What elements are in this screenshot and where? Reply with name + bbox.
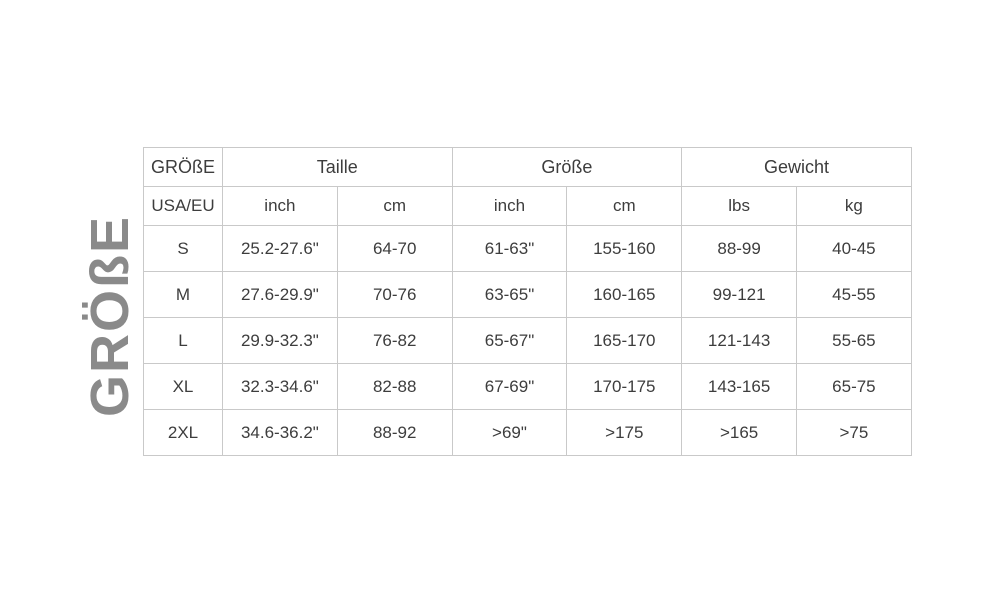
cell-height-inch: 65-67" [451,317,568,364]
table-row-xl: XL 32.3-34.6" 82-88 67-69" 170-175 143-1… [143,363,912,410]
cell-waist-cm: 64-70 [336,225,453,272]
unit-header-waist-inch: inch [222,186,338,226]
cell-waist-cm: 88-92 [336,409,453,456]
unit-header-usa-eu: USA/EU [143,186,223,226]
cell-height-cm: 170-175 [566,363,683,410]
cell-height-inch: 67-69" [451,363,568,410]
table-unit-header-row: USA/EU inch cm inch cm lbs kg [143,186,912,226]
cell-weight-lbs: 88-99 [681,225,797,272]
cell-height-inch: 61-63" [451,225,568,272]
cell-size: L [143,317,223,364]
group-header-weight: Gewicht [681,147,912,187]
unit-header-weight-lbs: lbs [681,186,797,226]
cell-weight-lbs: >165 [681,409,797,456]
cell-waist-cm: 76-82 [336,317,453,364]
unit-header-height-inch: inch [451,186,568,226]
unit-header-weight-kg: kg [796,186,912,226]
cell-height-cm: 165-170 [566,317,683,364]
cell-size: M [143,271,223,318]
group-header-size: GRÖßE [143,147,223,187]
group-header-waist: Taille [222,147,453,187]
table-row-2xl: 2XL 34.6-36.2" 88-92 >69" >175 >165 >75 [143,409,912,456]
cell-waist-inch: 25.2-27.6" [222,225,338,272]
cell-waist-cm: 70-76 [336,271,453,318]
table-row-m: M 27.6-29.9" 70-76 63-65" 160-165 99-121… [143,271,912,318]
cell-waist-cm: 82-88 [336,363,453,410]
table-row-s: S 25.2-27.6" 64-70 61-63" 155-160 88-99 … [143,225,912,272]
cell-waist-inch: 32.3-34.6" [222,363,338,410]
cell-weight-kg: 55-65 [796,317,912,364]
vertical-size-label: GRÖßE [80,214,140,418]
cell-weight-kg: >75 [796,409,912,456]
table-row-l: L 29.9-32.3" 76-82 65-67" 165-170 121-14… [143,317,912,364]
cell-weight-kg: 65-75 [796,363,912,410]
table-group-header-row: GRÖßE Taille Größe Gewicht [143,147,912,187]
cell-waist-inch: 29.9-32.3" [222,317,338,364]
cell-waist-inch: 34.6-36.2" [222,409,338,456]
cell-weight-lbs: 99-121 [681,271,797,318]
cell-height-cm: 155-160 [566,225,683,272]
unit-header-height-cm: cm [566,186,683,226]
cell-height-cm: 160-165 [566,271,683,318]
cell-weight-lbs: 121-143 [681,317,797,364]
group-header-height: Größe [451,147,683,187]
cell-height-inch: >69" [451,409,568,456]
cell-weight-kg: 40-45 [796,225,912,272]
cell-size: 2XL [143,409,223,456]
size-table: GRÖßE Taille Größe Gewicht USA/EU inch c… [143,147,912,456]
unit-header-waist-cm: cm [336,186,453,226]
cell-weight-kg: 45-55 [796,271,912,318]
cell-height-cm: >175 [566,409,683,456]
cell-weight-lbs: 143-165 [681,363,797,410]
cell-size: S [143,225,223,272]
cell-height-inch: 63-65" [451,271,568,318]
cell-size: XL [143,363,223,410]
cell-waist-inch: 27.6-29.9" [222,271,338,318]
